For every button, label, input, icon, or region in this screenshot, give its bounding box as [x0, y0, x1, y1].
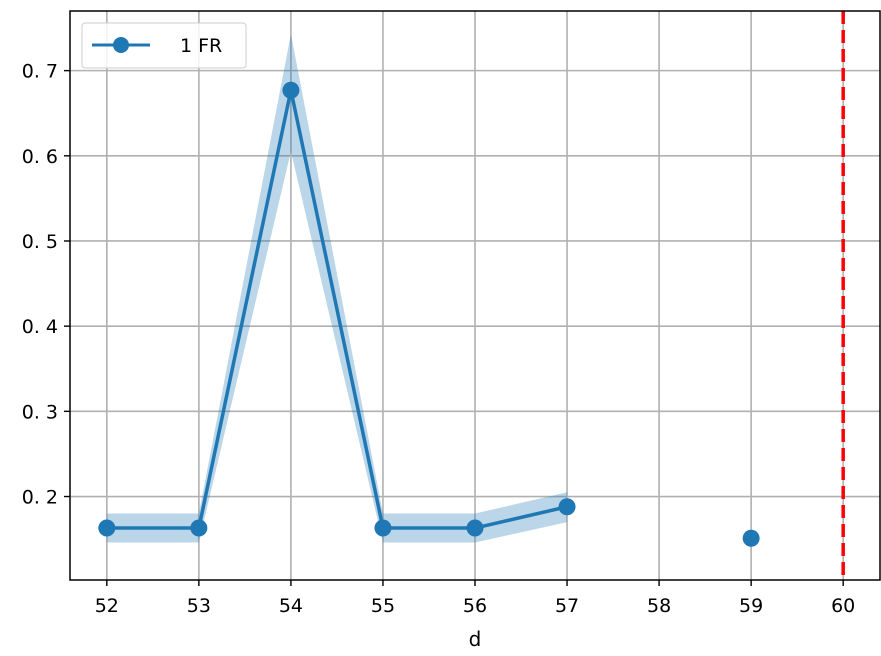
data-point [98, 519, 116, 537]
x-tick-label: 53 [187, 595, 211, 617]
x-tick-label: 52 [95, 595, 119, 617]
y-tick-label: 0. 6 [22, 146, 58, 168]
x-tick-label: 57 [555, 595, 579, 617]
confidence-bands [106, 33, 568, 543]
data-point [742, 529, 760, 547]
data-point [466, 519, 484, 537]
x-tick-label: 58 [647, 595, 671, 617]
x-tick-label: 56 [463, 595, 487, 617]
data-point [282, 81, 300, 99]
legend-box [81, 22, 247, 69]
series-lines [106, 88, 568, 530]
legend: 1 FR [81, 22, 247, 69]
grid [70, 11, 880, 580]
data-point [190, 519, 208, 537]
x-axis-label: d [469, 627, 482, 651]
series-points [98, 81, 760, 547]
confidence-band [106, 33, 568, 543]
x-tick-label: 60 [831, 595, 855, 617]
y-tick-label: 0. 7 [22, 61, 58, 83]
y-tick-label: 0. 3 [22, 401, 58, 423]
axis-ticks: 52 53 54 55 56 57 58 59 60 0. 2 0. 3 0. 4 0. 5 0. 6 0.… [22, 61, 856, 617]
series-line [106, 88, 568, 530]
legend-marker-swatch [113, 37, 129, 53]
data-point [374, 519, 392, 537]
y-tick-label: 0. 5 [22, 231, 58, 253]
x-tick-label: 54 [279, 595, 303, 617]
y-tick-label: 0. 2 [22, 487, 58, 509]
x-tick-label: 59 [739, 595, 763, 617]
legend-label: 1 FR [180, 35, 222, 57]
y-tick-label: 0. 4 [22, 316, 58, 338]
data-point [558, 498, 576, 516]
x-tick-label: 55 [371, 595, 395, 617]
